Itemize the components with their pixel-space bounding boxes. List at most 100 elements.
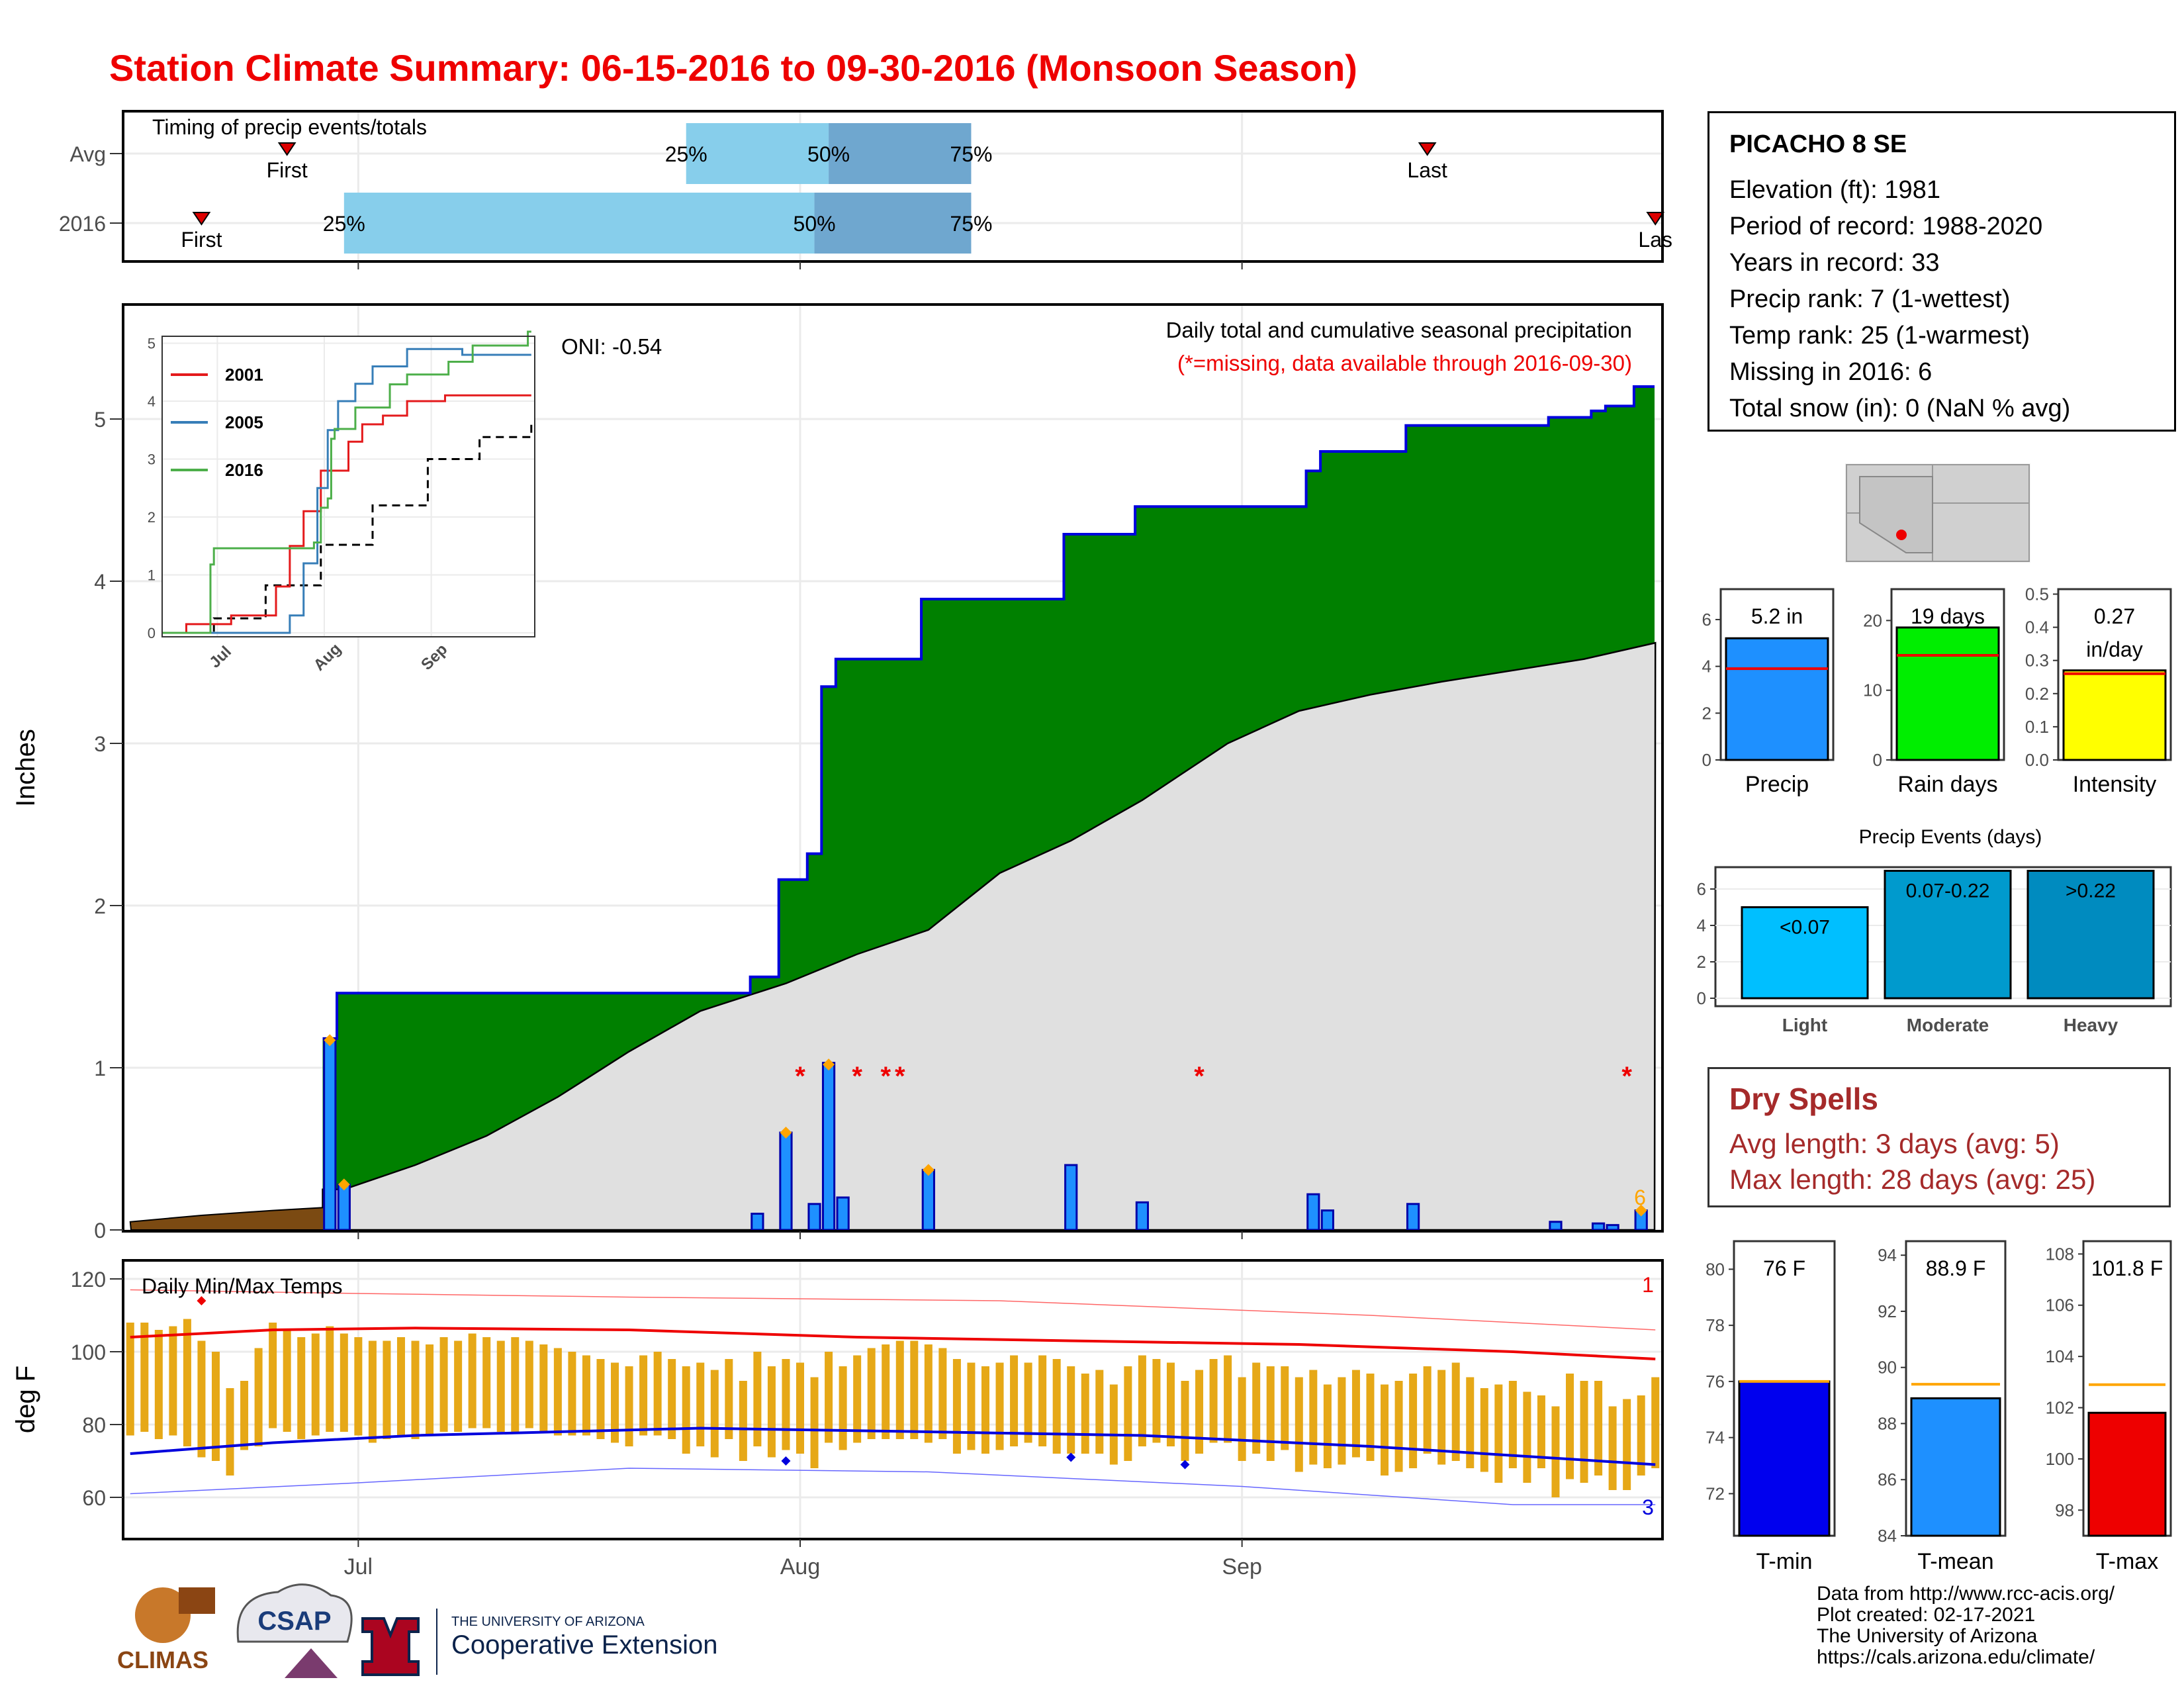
- inset-y-tick: 4: [148, 393, 156, 410]
- missing-day-asterisk: *: [795, 1062, 805, 1091]
- tbar-category-label: T-max: [2096, 1549, 2158, 1574]
- timing-title: Timing of precip events/totals: [152, 115, 427, 139]
- daily-temp-range-bar: [140, 1323, 149, 1432]
- summary-y-tick: 0.5: [2025, 585, 2049, 604]
- station-missing: Missing in 2016: 6: [1729, 358, 1933, 386]
- tbar-y-tick: 74: [1706, 1428, 1725, 1448]
- daily-temp-range-bar: [396, 1337, 405, 1436]
- summary-y-tick: 2: [1702, 703, 1711, 723]
- station-info-box: PICACHO 8 SE Elevation (ft): 1981 Period…: [1707, 111, 2176, 432]
- inset-bg: [162, 336, 535, 637]
- summary-category-label: Rain days: [1897, 772, 1997, 797]
- timing-row-label: 2016: [59, 212, 106, 236]
- precip-caption: Daily total and cumulative seasonal prec…: [1166, 318, 1632, 342]
- daily-temp-range-bar: [1038, 1355, 1047, 1446]
- daily-temp-range-bar: [1537, 1395, 1545, 1468]
- tbar-bar: [2087, 1411, 2167, 1537]
- average-cumulative-area: [322, 641, 1657, 1231]
- tbar-value-label: 88.9 F: [1926, 1256, 1986, 1280]
- dry-spells-max: Max length: 28 days (avg: 25): [1729, 1164, 2096, 1195]
- daily-temp-range-bar: [340, 1333, 348, 1432]
- daily-temp-range-bar: [967, 1362, 976, 1450]
- daily-temp-range-bar: [710, 1370, 719, 1458]
- timing-row-label: Avg: [69, 142, 106, 166]
- timing-frame: [122, 110, 1664, 263]
- record-marker: [922, 1164, 934, 1176]
- daily-temp-range-bar: [1523, 1391, 1531, 1483]
- daily-temp-range-bar: [426, 1344, 434, 1436]
- summary-y-tick: 10: [1863, 680, 1882, 700]
- daily-temp-range-bar: [1309, 1370, 1318, 1465]
- ua-logo-a: [361, 1617, 420, 1676]
- dry-spells-box: Dry Spells Avg length: 3 days (avg: 5) M…: [1707, 1067, 2171, 1207]
- climas-logo-mark: [179, 1587, 215, 1614]
- csap-logo-text: CSAP: [257, 1607, 331, 1636]
- station-location-dot: [1896, 530, 1907, 540]
- tbar-bar: [1910, 1397, 2001, 1537]
- daily-temp-range-bar: [1181, 1381, 1189, 1461]
- y-axis-label: deg F: [11, 1366, 40, 1433]
- daily-temp-range-bar: [1323, 1384, 1332, 1468]
- timing-last-label: Las: [1638, 228, 1672, 252]
- daily-temp-range-bar: [211, 1352, 220, 1461]
- daily-temp-range-bar: [910, 1340, 919, 1439]
- daily-precip-bar: [1135, 1201, 1150, 1231]
- legend-label: 2005: [225, 412, 263, 432]
- daily-temp-range-bar: [1623, 1399, 1631, 1490]
- csap-logo-mountain: [285, 1648, 338, 1678]
- daily-temp-range-bar: [383, 1340, 391, 1439]
- daily-temp-range-bar: [1124, 1366, 1132, 1461]
- daily-temp-range-bar: [924, 1344, 933, 1443]
- daily-temp-range-bar: [1138, 1355, 1146, 1446]
- events-bar-label: >0.22: [2066, 880, 2116, 902]
- timing-first-label: First: [181, 228, 222, 252]
- y-axis-label: Inches: [11, 729, 40, 807]
- daily-precip-bar: [836, 1196, 850, 1231]
- record-marker: [324, 1034, 336, 1047]
- inset-y-tick: 3: [148, 451, 156, 468]
- y-tick-label: 2: [94, 894, 106, 918]
- y-tick-label: 60: [82, 1486, 106, 1510]
- summary-y-tick: 6: [1702, 610, 1711, 630]
- daily-precip-bar: [1406, 1203, 1420, 1231]
- daily-temp-range-bar: [796, 1362, 805, 1454]
- x-month-label: Sep: [1222, 1554, 1262, 1579]
- tbar-y-tick: 100: [2046, 1449, 2074, 1469]
- daily-temp-range-bar: [311, 1333, 320, 1436]
- tbar-y-tick: 104: [2046, 1346, 2074, 1366]
- daily-precip-bar: [1606, 1224, 1619, 1231]
- summary-category-label: Intensity: [2073, 772, 2157, 797]
- station-name: PICACHO 8 SE: [1729, 130, 1907, 158]
- tbar-y-tick: 90: [1878, 1358, 1897, 1378]
- y-tick-label: 0: [94, 1219, 106, 1243]
- daily-temp-range-bar: [882, 1344, 890, 1439]
- daily-temp-range-bar: [169, 1326, 177, 1436]
- events-category-label: Light: [1782, 1015, 1827, 1035]
- dry-spells-title: Dry Spells: [1729, 1082, 1878, 1116]
- station-years: Years in record: 33: [1729, 249, 1940, 277]
- daily-temp-range-bar: [582, 1355, 590, 1436]
- daily-precip-bar: [779, 1131, 793, 1231]
- daily-temp-range-bar: [1351, 1370, 1360, 1458]
- daily-temp-range-bar: [454, 1340, 463, 1432]
- tbar-y-tick: 86: [1878, 1470, 1897, 1489]
- climas-logo-mark: [135, 1587, 191, 1643]
- timing-first-marker: [192, 212, 211, 226]
- tbar-y-tick: 80: [1706, 1259, 1725, 1279]
- daily-temp-range-bar: [1551, 1406, 1560, 1497]
- daily-temp-range-bar: [411, 1340, 420, 1439]
- daily-temp-range-bar: [696, 1362, 705, 1446]
- daily-temp-range-bar: [639, 1355, 648, 1436]
- daily-precip-bar: [921, 1168, 935, 1231]
- tbar-y-tick: 108: [2046, 1244, 2074, 1264]
- x-month-label: Jul: [344, 1554, 373, 1579]
- daily-temp-range-bar: [668, 1359, 676, 1439]
- daily-temp-range-bar: [1024, 1362, 1032, 1443]
- daily-temp-range-bar: [1394, 1381, 1403, 1472]
- daily-precip-bar: [1064, 1164, 1078, 1231]
- daily-temp-range-bar: [525, 1340, 533, 1429]
- timing-last-marker: [1418, 142, 1437, 156]
- tbar-bar: [1738, 1380, 1831, 1537]
- record-marker: [1635, 1204, 1647, 1217]
